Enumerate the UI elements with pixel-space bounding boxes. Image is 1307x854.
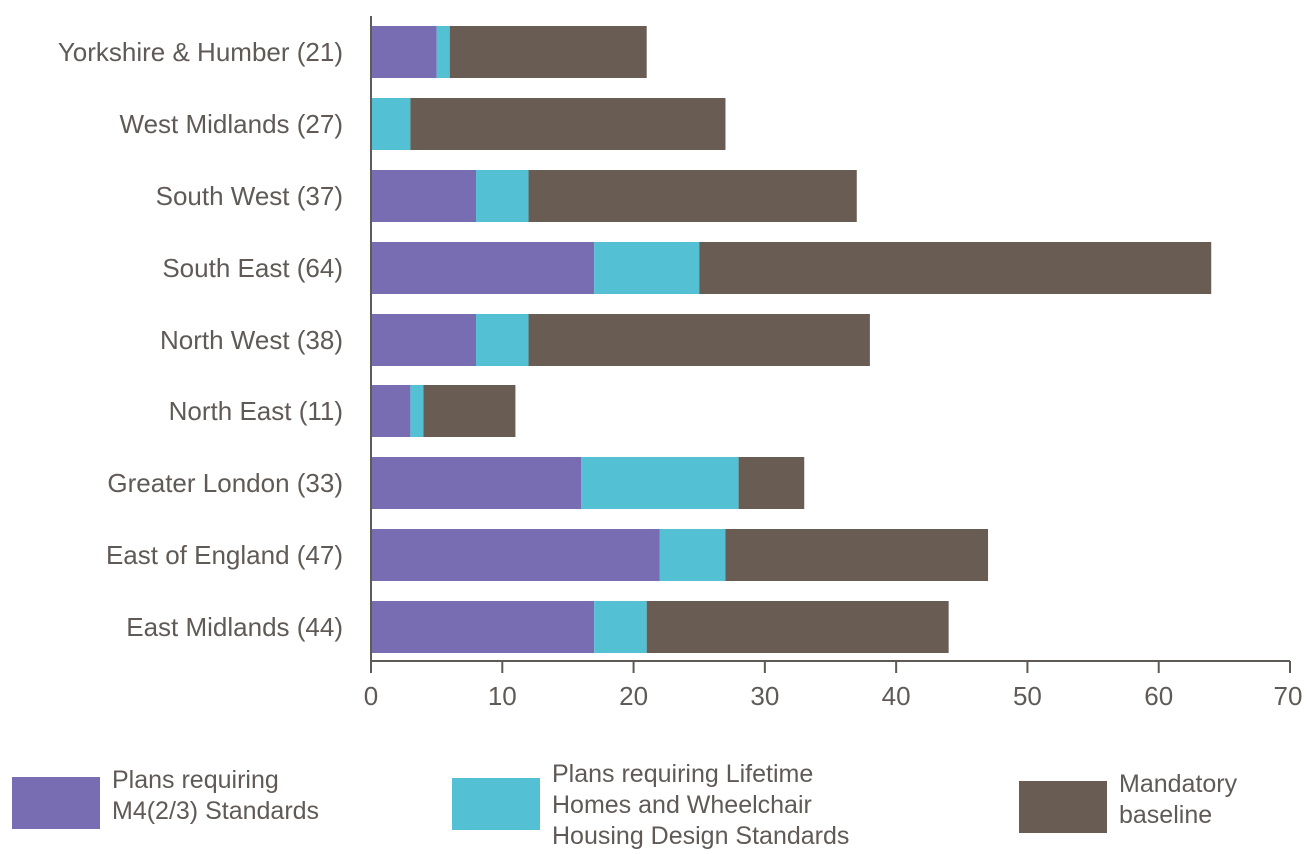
bar-segment-m4 [371, 457, 582, 509]
x-tick-label: 0 [364, 681, 378, 711]
bars-group [371, 26, 1212, 653]
bar-segment-mandatory-baseline [449, 26, 647, 78]
bar-segment-mandatory-baseline [423, 385, 516, 437]
legend-label-mandatory-baseline: Mandatory baseline [1119, 769, 1237, 831]
x-tick-label: 40 [882, 681, 911, 711]
legend-line: Plans requiring Lifetime [552, 760, 814, 788]
category-label: Greater London (33) [107, 468, 343, 498]
legend-line: Mandatory [1119, 770, 1238, 798]
x-tick-label: 70 [1274, 681, 1303, 711]
bar-segment-m4 [371, 529, 660, 581]
bar-segment-lifetime-homes [659, 529, 726, 581]
legend-line: Plans requiring [112, 766, 279, 794]
stacked-bar-chart: Yorkshire & Humber (21) West Midlands (27… [58, 16, 1303, 711]
bar-segment-lifetime-homes [476, 314, 529, 366]
category-label: Yorkshire & Humber (21) [58, 37, 343, 67]
x-tick-label: 10 [488, 681, 517, 711]
bar-segment-mandatory-baseline [725, 529, 989, 581]
bar-segment-lifetime-homes [594, 601, 647, 653]
bar-segment-mandatory-baseline [738, 457, 805, 509]
x-tick-label: 60 [1144, 681, 1173, 711]
legend-line: Housing Design Standards [552, 822, 850, 850]
bar-segment-mandatory-baseline [528, 170, 857, 222]
legend-label-m4: Plans requiring M4(2/3) Standards [112, 765, 319, 827]
legend-item-mandatory-baseline: Mandatory baseline [1019, 769, 1237, 833]
bar-segment-mandatory-baseline [699, 242, 1212, 294]
bar-segment-m4 [371, 26, 437, 78]
legend-line: Homes and Wheelchair [552, 791, 812, 819]
bar-segment-lifetime-homes [581, 457, 739, 509]
legend-item-m4: Plans requiring M4(2/3) Standards [12, 765, 319, 829]
category-label: North East (11) [169, 396, 343, 426]
category-label: South East (64) [162, 253, 343, 283]
bar-segment-m4 [371, 242, 595, 294]
legend-swatch-lifetime-homes [452, 778, 540, 830]
bar-segment-m4 [371, 314, 477, 366]
bar-segment-mandatory-baseline [646, 601, 949, 653]
bar-segment-m4 [371, 601, 595, 653]
legend-label-lifetime-homes: Plans requiring Lifetime Homes and Wheel… [552, 759, 849, 852]
x-tick-label: 50 [1013, 681, 1042, 711]
bar-segment-lifetime-homes [594, 242, 700, 294]
bar-segment-m4 [371, 385, 411, 437]
x-tick-label: 30 [750, 681, 779, 711]
bar-segment-lifetime-homes [436, 26, 450, 78]
category-label: East Midlands (44) [126, 612, 343, 642]
legend: Plans requiring M4(2/3) Standards Plans … [0, 760, 1307, 854]
category-label: West Midlands (27) [120, 109, 344, 139]
bar-segment-mandatory-baseline [410, 98, 726, 150]
category-label: South West (37) [156, 181, 343, 211]
x-axis-ticks: 0 10 20 30 40 50 60 70 [364, 661, 1303, 711]
category-labels: Yorkshire & Humber (21) West Midlands (27… [58, 37, 343, 642]
bar-segment-mandatory-baseline [528, 314, 870, 366]
legend-swatch-m4 [12, 777, 100, 829]
bar-segment-lifetime-homes [476, 170, 529, 222]
bar-segment-m4 [371, 170, 477, 222]
legend-line: baseline [1119, 801, 1213, 829]
bar-segment-lifetime-homes [371, 98, 411, 150]
x-tick-label: 20 [619, 681, 648, 711]
category-label: East of England (47) [106, 540, 343, 570]
legend-line: M4(2/3) Standards [112, 797, 320, 825]
bar-segment-lifetime-homes [410, 385, 424, 437]
legend-item-lifetime-homes: Plans requiring Lifetime Homes and Wheel… [452, 759, 849, 852]
legend-swatch-mandatory-baseline [1019, 781, 1107, 833]
category-label: North West (38) [160, 325, 343, 355]
